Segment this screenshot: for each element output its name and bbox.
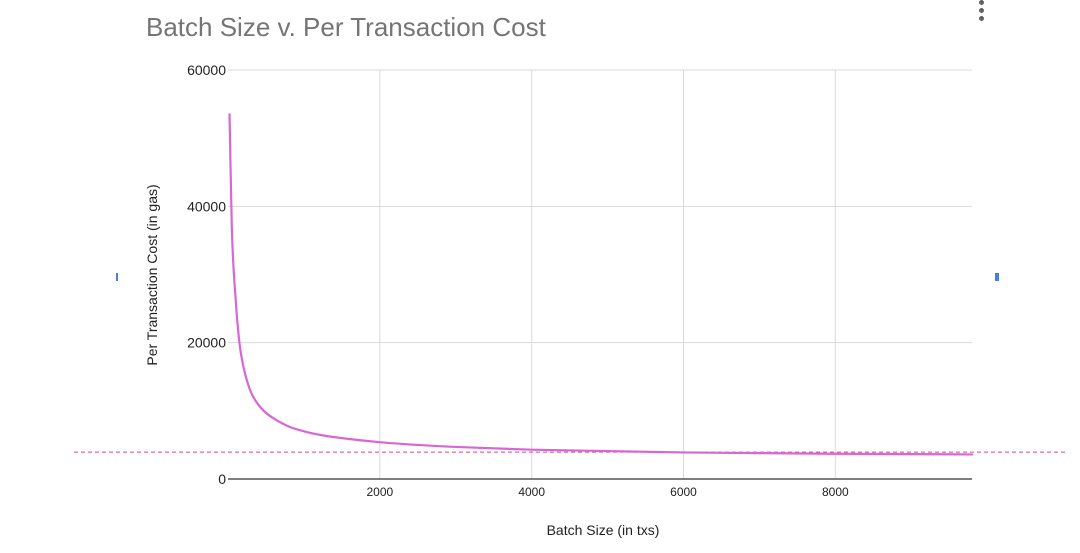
resize-handle-right[interactable] bbox=[995, 273, 999, 281]
series-line-0 bbox=[228, 113, 974, 456]
chart-title: Batch Size v. Per Transaction Cost bbox=[146, 12, 546, 42]
resize-handle-left[interactable] bbox=[116, 273, 118, 281]
y-axis-label: Per Transaction Cost (in gas) bbox=[144, 184, 160, 365]
x-tick-label: 4000 bbox=[518, 485, 545, 499]
x-tick-label: 6000 bbox=[670, 485, 697, 499]
tick-labels: 0 20000 40000 60000 2000 4000 6000 8000 bbox=[187, 62, 849, 499]
x-tick-label: 2000 bbox=[366, 485, 393, 499]
y-tick-label: 20000 bbox=[187, 335, 226, 351]
y-tick-label: 40000 bbox=[187, 198, 226, 214]
y-tick-label: 0 bbox=[218, 471, 226, 487]
series-layer bbox=[228, 113, 974, 456]
gridlines bbox=[228, 69, 972, 479]
x-tick-label: 8000 bbox=[822, 485, 849, 499]
x-axis-label: Batch Size (in txs) bbox=[547, 522, 660, 538]
more-options-icon[interactable] bbox=[975, 0, 989, 24]
y-tick-label: 60000 bbox=[187, 62, 226, 78]
